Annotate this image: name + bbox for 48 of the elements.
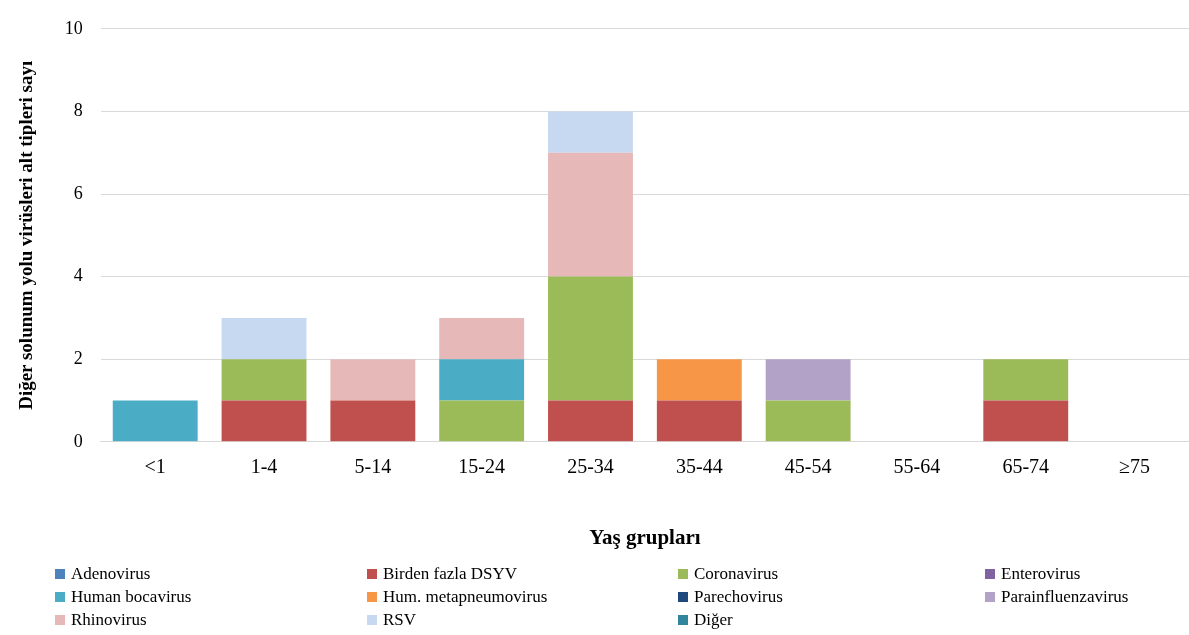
x-tick-label: 35-44 bbox=[675, 455, 723, 478]
bar bbox=[221, 317, 307, 360]
bar bbox=[112, 400, 198, 442]
bar bbox=[765, 400, 851, 442]
bar bbox=[548, 111, 633, 153]
bar bbox=[439, 400, 525, 442]
bar bbox=[439, 317, 525, 360]
bar bbox=[330, 400, 416, 442]
legend-label: Parechovirus bbox=[694, 586, 783, 607]
y-tick-label: 2 bbox=[73, 347, 83, 368]
y-tick-label: 6 bbox=[73, 182, 83, 203]
legend-label: Parainfluenzavirus bbox=[1001, 586, 1129, 607]
legend-label: Human bocavirus bbox=[71, 586, 192, 607]
bar bbox=[765, 359, 851, 401]
bar bbox=[548, 400, 633, 442]
legend-label: Birden fazla DSYV bbox=[383, 563, 518, 584]
y-tick-label: 8 bbox=[73, 100, 83, 121]
x-tick-label: <1 bbox=[144, 455, 166, 478]
bar bbox=[221, 400, 307, 442]
x-tick-label: 5-14 bbox=[354, 455, 392, 478]
bar bbox=[548, 152, 633, 277]
legend-label: Hum. metapneumovirus bbox=[383, 586, 548, 607]
legend-label: Rhinovirus bbox=[71, 609, 147, 630]
bar bbox=[439, 359, 525, 401]
bar bbox=[656, 359, 742, 401]
x-tick-label: 65-74 bbox=[1002, 455, 1050, 478]
bar bbox=[983, 359, 1069, 401]
bar bbox=[221, 359, 307, 401]
y-tick-label: 10 bbox=[64, 17, 83, 38]
bar bbox=[330, 359, 416, 401]
x-tick-label: 15-24 bbox=[458, 455, 506, 478]
y-tick-label: 0 bbox=[73, 430, 83, 451]
bar bbox=[656, 400, 742, 442]
x-tick-label: 45-54 bbox=[784, 455, 832, 478]
legend-label: RSV bbox=[383, 609, 417, 630]
y-tick-label: 4 bbox=[73, 265, 83, 286]
x-tick-label: 55-64 bbox=[893, 455, 941, 478]
bar bbox=[548, 276, 633, 401]
x-tick-label: 25-34 bbox=[567, 455, 614, 478]
legend-label: Enterovirus bbox=[1001, 563, 1081, 584]
x-tick-label: ≥75 bbox=[1119, 455, 1151, 478]
x-tick-label: 1-4 bbox=[250, 455, 278, 478]
legend-label: Diğer bbox=[694, 609, 733, 630]
x-axis-title: Yaş grupları bbox=[589, 524, 701, 549]
bar bbox=[983, 400, 1069, 442]
legend-label: Adenovirus bbox=[71, 563, 151, 584]
y-axis-title: Diğer solunum yolu virüsleri alt tipleri sayı bbox=[15, 60, 37, 410]
legend-label: Coronavirus bbox=[694, 563, 779, 584]
